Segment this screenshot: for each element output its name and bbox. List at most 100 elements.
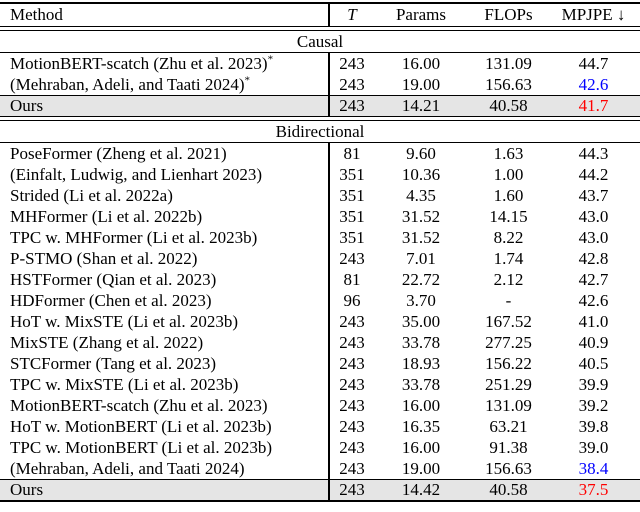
mpjpe-cell: 42.6 [578, 290, 609, 310]
column-separator [328, 185, 330, 206]
params-cell: 16.35 [401, 416, 441, 436]
column-separator [328, 416, 330, 437]
flops-cell: 277.25 [485, 332, 532, 352]
column-separator [328, 374, 330, 395]
params-cell: 16.00 [401, 437, 441, 457]
table-row: MotionBERT-scatch (Zhu et al. 2023)* 243 1… [0, 53, 640, 74]
method-label: MotionBERT-scatch (Zhu et al. 2023) [10, 395, 268, 415]
params-cell: 31.52 [401, 206, 441, 226]
method-cell: PoseFormer (Zheng et al. 2021) [0, 144, 328, 164]
flops-cell: 1.74 [493, 248, 524, 268]
method-cell: MotionBERT-scatch (Zhu et al. 2023)* [0, 54, 328, 74]
t-cell: 243 [339, 416, 365, 436]
column-separator [328, 332, 330, 353]
method-cell: HDFormer (Chen et al. 2023) [0, 291, 328, 311]
t-cell: 96 [343, 290, 361, 310]
table-body: Causal MotionBERT-scatch (Zhu et al. 2023… [0, 31, 640, 502]
params-cell: 35.00 [401, 311, 441, 331]
header-double-rule [0, 26, 640, 31]
flops-cell: 131.09 [485, 53, 532, 73]
t-cell: 243 [339, 437, 365, 457]
method-label: HoT w. MotionBERT (Li et al. 2023b) [10, 416, 272, 436]
t-cell: 243 [339, 53, 365, 73]
mpjpe-cell: 42.7 [578, 269, 609, 289]
column-separator [328, 206, 330, 227]
flops-cell: 63.21 [489, 416, 528, 436]
column-separator [328, 248, 330, 269]
column-separator [328, 53, 330, 74]
params-cell: 14.21 [401, 96, 441, 115]
params-cell: 33.78 [401, 374, 441, 394]
params-cell: 16.00 [401, 53, 441, 73]
method-cell: TPC w. MixSTE (Li et al. 2023b) [0, 375, 328, 395]
params-cell: 19.00 [401, 74, 441, 94]
mpjpe-cell: 42.8 [578, 248, 609, 268]
params-cell: 14.42 [401, 480, 441, 499]
method-label: TPC w. MHFormer (Li et al. 2023b) [10, 227, 258, 247]
t-cell: 351 [339, 164, 365, 184]
mpjpe-cell: 43.0 [578, 206, 609, 226]
method-label: STCFormer (Tang et al. 2023) [10, 353, 217, 373]
column-separator [328, 290, 330, 311]
column-separator [328, 164, 330, 185]
section-title-row-causal: Causal [0, 31, 640, 52]
mpjpe-cell: 39.8 [578, 416, 609, 436]
t-cell: 243 [339, 74, 365, 94]
params-cell: 16.00 [401, 395, 441, 415]
flops-cell: 40.58 [489, 96, 528, 115]
mpjpe-cell: 43.0 [578, 227, 609, 247]
params-cell: 19.00 [401, 458, 441, 478]
params-cell: 4.35 [406, 185, 436, 205]
flops-cell: 8.22 [493, 227, 524, 247]
top-rule [0, 2, 640, 4]
table-row: (Mehraban, Adeli, and Taati 2024) 243 19.0… [0, 458, 640, 479]
column-separator [328, 74, 330, 95]
method-label: (Mehraban, Adeli, and Taati 2024) [10, 458, 245, 478]
column-separator [328, 458, 330, 479]
flops-cell: 1.60 [493, 185, 524, 205]
flops-cell: 1.00 [493, 164, 524, 184]
flops-cell: 131.09 [485, 395, 532, 415]
mpjpe-cell: 38.4 [578, 458, 609, 478]
params-cell: 3.70 [406, 290, 436, 310]
column-separator [328, 437, 330, 458]
mpjpe-cell: 39.2 [578, 395, 609, 415]
method-label: (Einfalt, Ludwig, and Lienhart 2023) [10, 164, 263, 184]
method-cell: (Mehraban, Adeli, and Taati 2024)* [0, 75, 328, 95]
method-label: PoseFormer (Zheng et al. 2021) [10, 143, 227, 163]
t-cell: 81 [343, 269, 361, 289]
mpjpe-cell: 44.2 [578, 164, 609, 184]
method-cell: TPC w. MHFormer (Li et al. 2023b) [0, 228, 328, 248]
method-label: HDFormer (Chen et al. 2023) [10, 290, 212, 310]
method-cell: STCFormer (Tang et al. 2023) [0, 354, 328, 374]
method-cell: (Mehraban, Adeli, and Taati 2024) [0, 459, 328, 479]
column-separator [328, 480, 330, 500]
t-cell: 243 [339, 374, 365, 394]
mpjpe-cell: 39.9 [578, 374, 609, 394]
column-separator [328, 96, 330, 116]
method-cell: HoT w. MixSTE (Li et al. 2023b) [0, 312, 328, 332]
t-cell: 81 [343, 143, 361, 163]
params-cell: 33.78 [401, 332, 441, 352]
method-cell: P-STMO (Shan et al. 2022) [0, 249, 328, 269]
section-title: Bidirectional [275, 121, 365, 141]
table-row: TPC w. MixSTE (Li et al. 2023b) 243 33.78 2… [0, 374, 640, 395]
mpjpe-cell: 44.7 [578, 53, 609, 73]
method-label: TPC w. MotionBERT (Li et al. 2023b) [10, 437, 272, 457]
table-row: Strided (Li et al. 2022a) 351 4.35 1.60 43.7 [0, 185, 640, 206]
method-label: Strided (Li et al. 2022a) [10, 185, 173, 205]
flops-cell: 167.52 [485, 311, 532, 331]
table-row: MixSTE (Zhang et al. 2022) 243 33.78 277.25… [0, 332, 640, 353]
section-title: Causal [296, 31, 344, 51]
t-cell: 243 [339, 96, 365, 115]
section-double-rule [0, 116, 640, 121]
table-row: PoseFormer (Zheng et al. 2021) 81 9.60 1.63… [0, 143, 640, 164]
method-cell: TPC w. MotionBERT (Li et al. 2023b) [0, 438, 328, 458]
params-cell: 31.52 [401, 227, 441, 247]
method-label: HSTFormer (Qian et al. 2023) [10, 269, 217, 289]
col-header-flops: FLOPs [484, 5, 533, 24]
bottom-rule [0, 500, 640, 502]
table-row: TPC w. MotionBERT (Li et al. 2023b) 243 16… [0, 437, 640, 458]
flops-cell: 14.15 [489, 206, 528, 226]
